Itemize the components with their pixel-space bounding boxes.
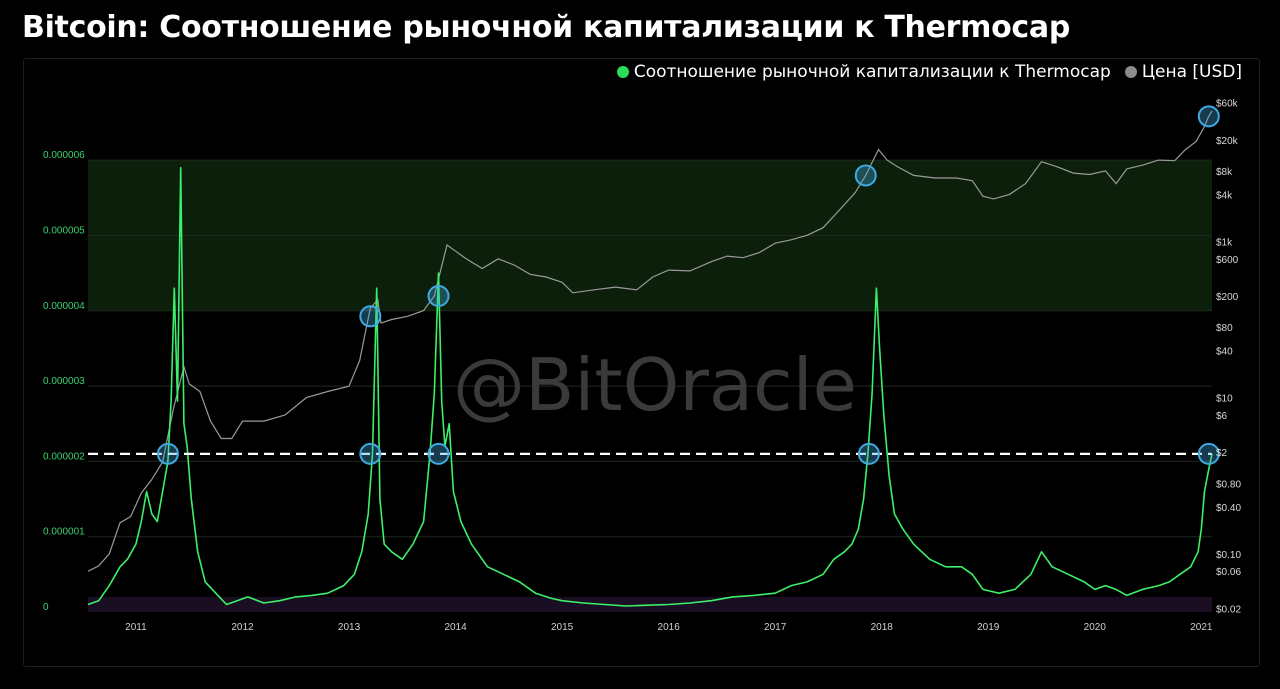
right-tick-label: $8k xyxy=(1216,167,1233,178)
watermark-text: @BitOracle xyxy=(453,343,857,427)
peak-marker xyxy=(156,442,179,465)
peak-marker xyxy=(854,164,877,187)
right-tick-label: $0.10 xyxy=(1216,550,1241,561)
right-tick-label: $1k xyxy=(1216,237,1233,248)
peak-marker xyxy=(359,442,382,465)
right-tick-label: $200 xyxy=(1216,292,1239,303)
peak-marker xyxy=(1197,442,1220,465)
left-tick-label: 0 xyxy=(43,602,49,613)
right-tick-label: $0.06 xyxy=(1216,567,1241,578)
x-tick-label: 2020 xyxy=(1084,622,1107,633)
x-tick-label: 2018 xyxy=(871,622,894,633)
legend-dot-icon xyxy=(1124,66,1137,78)
left-tick-label: 0.000004 xyxy=(43,301,85,312)
x-tick-label: 2011 xyxy=(125,622,147,633)
right-tick-label: $2 xyxy=(1216,448,1228,459)
left-tick-label: 0.000006 xyxy=(43,150,85,161)
legend-item-price[interactable]: Цена [USD] xyxy=(1124,62,1242,82)
legend-label: Цена [USD] xyxy=(1141,62,1242,82)
left-tick-label: 0.000003 xyxy=(43,376,85,387)
right-tick-label: $0.02 xyxy=(1216,604,1241,615)
legend: Соотношение рыночной капитализации к The… xyxy=(616,62,1242,82)
legend-item-ratio[interactable]: Соотношение рыночной капитализации к The… xyxy=(616,62,1111,82)
x-tick-label: 2012 xyxy=(231,622,254,633)
x-tick-label: 2017 xyxy=(764,622,787,633)
page-title: Bitcoin: Соотношение рыночной капитализа… xyxy=(22,10,1071,45)
x-tick-label: 2013 xyxy=(338,622,361,633)
right-tick-label: $0.40 xyxy=(1216,503,1241,514)
price-series-line xyxy=(87,110,1213,572)
x-tick-label: 2016 xyxy=(658,622,681,633)
right-tick-label: $6 xyxy=(1216,411,1228,422)
right-tick-label: $40 xyxy=(1216,347,1233,358)
peak-marker xyxy=(857,442,880,465)
peak-marker xyxy=(359,305,382,328)
x-tick-label: 2019 xyxy=(977,622,1000,633)
legend-label: Соотношение рыночной капитализации к The… xyxy=(633,62,1111,82)
left-tick-label: 0.000002 xyxy=(43,451,85,462)
left-tick-label: 0.000005 xyxy=(43,225,85,236)
peak-marker xyxy=(1197,105,1220,128)
peak-marker xyxy=(427,442,450,465)
legend-dot-icon xyxy=(616,66,629,78)
peak-marker xyxy=(427,285,450,308)
right-tick-label: $80 xyxy=(1216,323,1233,334)
x-tick-label: 2014 xyxy=(444,622,467,633)
left-tick-label: 0.000001 xyxy=(43,527,85,538)
right-tick-label: $20k xyxy=(1216,136,1239,147)
right-tick-label: $600 xyxy=(1216,255,1239,266)
right-tick-label: $4k xyxy=(1216,190,1233,201)
right-tick-label: $0.80 xyxy=(1216,479,1241,490)
right-tick-label: $60k xyxy=(1216,99,1239,110)
right-tick-label: $10 xyxy=(1216,394,1233,405)
chart-frame xyxy=(23,58,1260,667)
x-tick-label: 2021 xyxy=(1190,622,1213,633)
x-tick-label: 2015 xyxy=(551,622,574,633)
ratio-series-line xyxy=(87,166,1213,607)
